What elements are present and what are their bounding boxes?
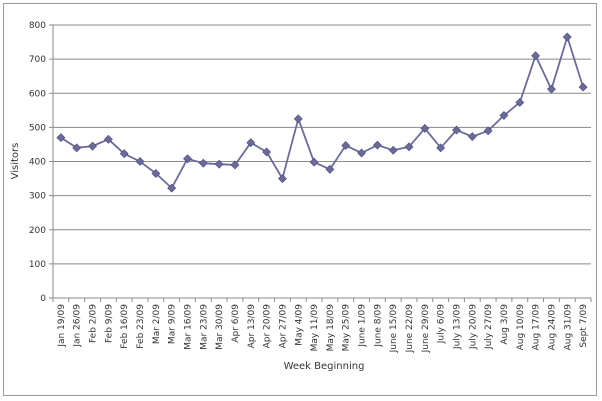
- x-tick-label: June 8/09: [373, 304, 383, 348]
- x-tick-label: May 18/09: [326, 304, 336, 352]
- x-tick-label: Mar 30/09: [215, 304, 225, 350]
- y-tick-label: 400: [29, 158, 46, 168]
- x-tick-label: May 11/09: [310, 304, 320, 352]
- x-tick-label: Sept 7/09: [579, 304, 589, 348]
- data-point-marker: [341, 141, 351, 150]
- x-tick-label: Jan 26/09: [73, 304, 83, 348]
- y-tick-label: 200: [29, 226, 46, 236]
- x-tick-label: Feb 9/09: [104, 304, 114, 343]
- series-line: [60, 33, 584, 190]
- x-tick-label: Apr 27/09: [278, 304, 288, 349]
- x-tick-label: July 13/09: [453, 304, 463, 350]
- data-point-marker: [88, 141, 97, 151]
- axes: [49, 24, 592, 302]
- y-tick-label: 800: [29, 21, 46, 31]
- data-point-marker: [578, 82, 588, 92]
- data-point-marker: [135, 157, 145, 166]
- x-tick-label: May 25/09: [342, 304, 352, 352]
- data-point-marker: [119, 149, 129, 159]
- data-point-marker: [357, 148, 366, 158]
- data-point-marker: [309, 157, 319, 167]
- data-point-marker: [262, 147, 272, 157]
- x-tick-label: June 1/09: [358, 304, 368, 348]
- y-tick-label: 700: [29, 55, 46, 65]
- data-point-marker: [388, 145, 398, 155]
- data-point-marker: [72, 143, 82, 153]
- x-tick-label: July 6/09: [437, 304, 447, 345]
- data-point-marker: [420, 123, 430, 133]
- x-tick-label: Aug 24/09: [547, 304, 557, 351]
- x-tick-label: Aug 3/09: [500, 304, 510, 345]
- x-tick-label: Jan 19/09: [57, 304, 67, 348]
- data-point-marker: [404, 142, 414, 152]
- x-tick-label: Apr 6/09: [231, 304, 241, 343]
- x-tick-label: Mar 9/09: [168, 304, 178, 344]
- x-tick-label: Apr 20/09: [263, 304, 273, 349]
- x-tick-label: Aug 10/09: [516, 304, 526, 351]
- x-tick-labels: Jan 19/09 Jan 26/09 Feb 2/09 Feb 9/09 Feb 16…: [57, 304, 589, 354]
- x-tick-label: June 29/09: [421, 304, 431, 354]
- data-point-marker: [499, 111, 509, 120]
- data-point-marker: [562, 32, 572, 42]
- series-visitors: [56, 32, 588, 193]
- x-tick-label: Aug 17/09: [532, 304, 542, 351]
- chart-frame: [3, 3, 597, 396]
- x-tick-label: Feb 23/09: [136, 304, 146, 349]
- data-point-marker: [198, 158, 208, 168]
- data-point-marker: [515, 98, 525, 107]
- data-point-marker: [167, 183, 177, 193]
- data-point-marker: [103, 134, 113, 144]
- data-point-marker: [467, 132, 477, 142]
- x-tick-label: July 20/09: [468, 304, 478, 350]
- x-tick-label: May 4/09: [294, 304, 304, 346]
- x-tick-label: Feb 2/09: [89, 304, 99, 343]
- y-tick-label: 0: [40, 294, 46, 304]
- y-tick-labels: 0 100 200 300 400 500 600 700 800: [29, 21, 46, 304]
- data-point-marker: [278, 174, 287, 183]
- x-tick-label: Apr 13/09: [247, 304, 257, 349]
- y-tick-label: 300: [29, 192, 46, 202]
- x-tick-label: June 22/09: [405, 304, 415, 354]
- x-tick-label: Mar 2/09: [152, 304, 162, 344]
- x-tick-label: June 15/09: [389, 304, 399, 354]
- data-point-marker: [452, 125, 461, 135]
- x-axis-label: Week Beginning: [284, 361, 365, 372]
- data-point-marker: [230, 160, 240, 170]
- data-point-marker: [325, 164, 335, 174]
- gridlines: [53, 24, 591, 265]
- x-tick-label: Mar 23/09: [199, 304, 209, 350]
- y-tick-label: 100: [29, 260, 46, 270]
- x-tick-label: Aug 31/09: [563, 304, 573, 351]
- x-tick-label: Feb 16/09: [120, 304, 130, 349]
- data-point-marker: [246, 138, 256, 148]
- data-point-marker: [531, 51, 541, 61]
- x-tick-label: July 27/09: [484, 304, 494, 350]
- data-point-marker: [547, 84, 556, 94]
- data-point-marker: [372, 140, 382, 150]
- x-tick-label: Mar 16/09: [184, 304, 194, 350]
- data-point-marker: [56, 133, 66, 143]
- y-axis-label: Visitors: [10, 143, 21, 180]
- data-point-marker: [183, 154, 192, 164]
- data-point-marker: [483, 126, 493, 136]
- data-point-marker: [436, 143, 446, 153]
- data-point-marker: [151, 169, 161, 178]
- y-tick-label: 600: [29, 89, 46, 99]
- data-point-marker: [293, 114, 303, 124]
- y-tick-label: 500: [29, 123, 46, 133]
- data-point-marker: [214, 159, 224, 169]
